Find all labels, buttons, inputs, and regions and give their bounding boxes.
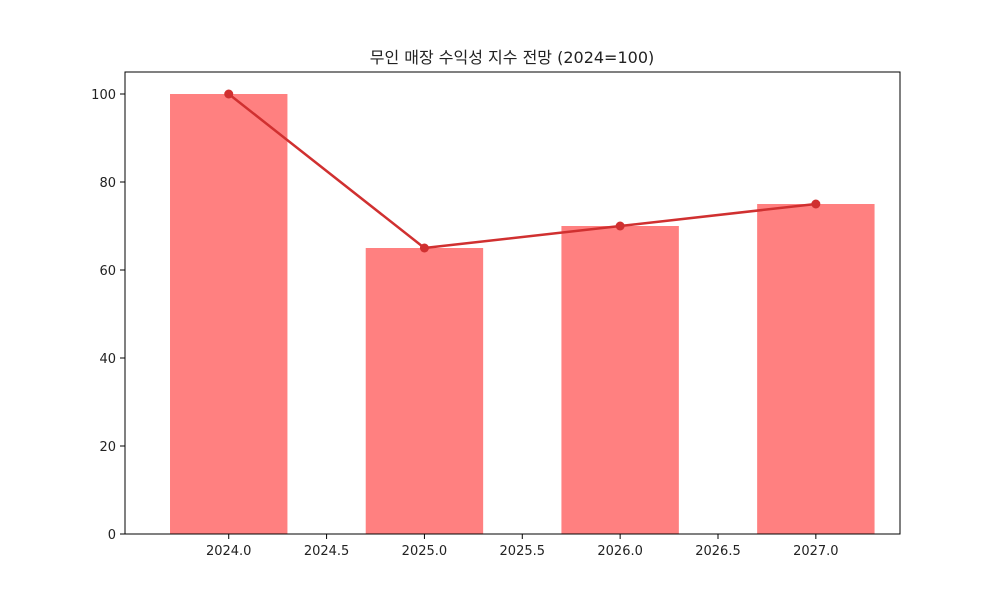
x-tick-label: 2025.0 bbox=[402, 544, 448, 559]
bars-layer bbox=[170, 94, 875, 534]
x-tick-label: 2026.5 bbox=[695, 544, 741, 559]
axes-layer bbox=[124, 71, 901, 535]
line-point-2025 bbox=[419, 243, 429, 253]
series-line bbox=[227, 93, 816, 250]
y-tick-label: 60 bbox=[99, 264, 116, 279]
bar-2024 bbox=[170, 94, 288, 534]
y-tick-label: 0 bbox=[108, 528, 116, 543]
y-tick-label: 100 bbox=[91, 88, 116, 103]
plot-frame bbox=[124, 71, 901, 535]
y-tick-label: 40 bbox=[99, 352, 116, 367]
x-tick-label: 2025.5 bbox=[500, 544, 546, 559]
bar-2025 bbox=[365, 248, 484, 534]
line-point-2024 bbox=[224, 89, 234, 99]
bar-2026 bbox=[561, 226, 679, 534]
line-layer bbox=[224, 89, 821, 253]
x-tick-label: 2024.5 bbox=[304, 544, 350, 559]
ticks-layer: 2024.0 2024.5 2025.0 2025.5 2026.0 2026.5 2027… bbox=[91, 88, 838, 559]
x-tick-label: 2027.0 bbox=[793, 544, 839, 559]
x-tick-label: 2024.0 bbox=[206, 544, 252, 559]
y-tick-label: 80 bbox=[99, 176, 116, 191]
chart-title: 무인 매장 수익성 지수 전망 (2024=100) bbox=[370, 48, 655, 67]
bar-2027 bbox=[757, 204, 875, 534]
y-tick-label: 20 bbox=[99, 440, 116, 455]
line-point-2027 bbox=[811, 199, 821, 209]
x-tick-label: 2026.0 bbox=[597, 544, 643, 559]
line-point-2026 bbox=[615, 221, 625, 231]
